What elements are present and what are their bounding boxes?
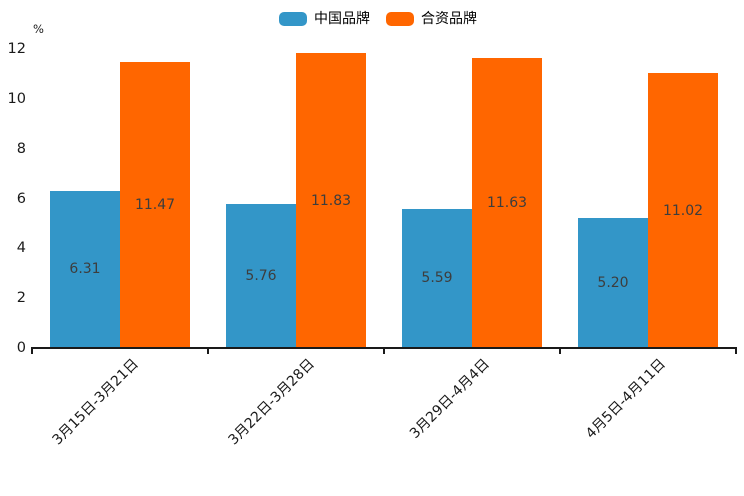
legend-swatch-icon xyxy=(386,12,414,26)
bar-value-label: 5.76 xyxy=(245,268,277,285)
bar-value-label: 11.47 xyxy=(134,197,176,214)
x-tick-label: 3月29日-4月4日 xyxy=(407,356,494,442)
bar-value-label: 11.02 xyxy=(662,202,704,219)
bar-中国品牌-1 xyxy=(226,204,296,348)
bar-合资品牌-2 xyxy=(472,58,542,348)
x-axis-tick xyxy=(559,347,561,354)
y-tick-label: 2 xyxy=(16,290,26,307)
y-tick-label: 10 xyxy=(7,90,26,107)
bar-合资品牌-3 xyxy=(648,73,718,348)
x-tick-label: 3月22日-3月28日 xyxy=(225,356,318,449)
y-tick-label: 12 xyxy=(7,41,26,57)
x-axis-tick xyxy=(31,347,33,354)
bar-value-label: 5.20 xyxy=(597,275,629,292)
x-axis-tick xyxy=(735,347,737,354)
bar-value-label: 11.83 xyxy=(310,192,352,209)
x-tick-label: 3月15日-3月21日 xyxy=(49,356,142,449)
legend-label: 合资品牌 xyxy=(421,11,477,27)
x-axis-tick xyxy=(207,347,209,354)
legend-item-0: 中国品牌 xyxy=(279,10,370,28)
bar-中国品牌-2 xyxy=(402,208,472,348)
bar-中国品牌-0 xyxy=(50,190,120,348)
x-axis-tick xyxy=(383,347,385,354)
legend-item-1: 合资品牌 xyxy=(386,10,477,28)
legend-label: 中国品牌 xyxy=(314,11,370,27)
bar-value-label: 6.31 xyxy=(69,261,101,278)
y-axis-unit-label: % xyxy=(33,22,44,36)
x-tick-label: 4月5日-4月11日 xyxy=(583,356,670,442)
y-tick-label: 4 xyxy=(16,240,26,257)
bar-value-label: 11.63 xyxy=(486,195,528,212)
y-tick-label: 8 xyxy=(16,140,26,157)
y-tick-label: 0 xyxy=(16,340,26,356)
bar-中国品牌-3 xyxy=(578,218,648,348)
chart-legend: 中国品牌 合资品牌 xyxy=(0,10,744,28)
y-tick-label: 6 xyxy=(16,190,26,207)
bar-合资品牌-1 xyxy=(296,53,366,348)
bar-value-label: 5.59 xyxy=(421,270,453,287)
bar-合资品牌-0 xyxy=(120,62,190,348)
legend-swatch-icon xyxy=(279,12,307,26)
